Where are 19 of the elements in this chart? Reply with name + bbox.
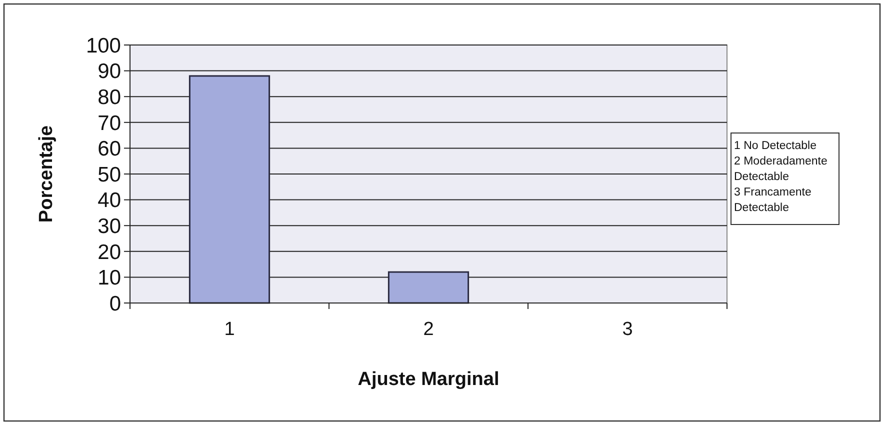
x-tick-label: 2 — [423, 319, 434, 340]
text: 2 Moderadamente Detectable — [734, 156, 828, 183]
y-tick-label: 60 — [98, 138, 121, 161]
y-tick-label: 80 — [98, 86, 121, 109]
y-tick-label: 90 — [98, 60, 121, 84]
x-tick-label: 1 — [224, 319, 235, 340]
y-axis-title: Porcentaje — [36, 125, 57, 223]
text: 1 No Detectable — [734, 140, 816, 152]
y-tick-label: 40 — [98, 189, 121, 212]
y-tick-label: 100 — [86, 34, 121, 58]
text: 3 Francamente Detectable — [734, 186, 812, 214]
y-tick-label: 70 — [98, 112, 121, 135]
x-tick-label: 3 — [622, 319, 633, 340]
y-tick-label: 20 — [98, 240, 121, 264]
y-tick-label: 10 — [98, 266, 121, 290]
y-tick-label: 50 — [98, 163, 121, 186]
y-tick-label: 0 — [109, 292, 121, 316]
y-tick-label: 30 — [98, 214, 121, 238]
x-axis-title: Ajuste Marginal — [358, 369, 500, 390]
